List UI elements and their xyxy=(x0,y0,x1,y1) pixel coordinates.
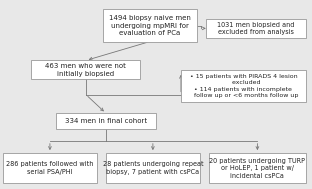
Text: 28 patients undergoing repeat
biopsy, 7 patient with csPCa: 28 patients undergoing repeat biopsy, 7 … xyxy=(103,161,203,175)
FancyBboxPatch shape xyxy=(106,153,200,183)
Text: 463 men who were not
initially biopsied: 463 men who were not initially biopsied xyxy=(45,63,126,77)
FancyBboxPatch shape xyxy=(3,153,97,183)
Text: 20 patients undergoing TURP
or HoLEP, 1 patient w/
incidental csPCa: 20 patients undergoing TURP or HoLEP, 1 … xyxy=(209,158,305,179)
Text: 286 patients followed with
serial PSA/PHI: 286 patients followed with serial PSA/PH… xyxy=(6,161,94,175)
Text: 334 men in final cohort: 334 men in final cohort xyxy=(65,118,147,124)
FancyBboxPatch shape xyxy=(103,9,197,42)
FancyBboxPatch shape xyxy=(206,19,306,38)
FancyBboxPatch shape xyxy=(181,70,306,102)
FancyBboxPatch shape xyxy=(31,60,140,79)
Text: 1031 men biopsied and
excluded from analysis: 1031 men biopsied and excluded from anal… xyxy=(217,22,295,35)
FancyBboxPatch shape xyxy=(56,113,156,129)
Text: 1494 biopsy naive men
undergoing mpMRI for
evaluation of PCa: 1494 biopsy naive men undergoing mpMRI f… xyxy=(109,15,191,36)
FancyBboxPatch shape xyxy=(209,153,306,183)
Text: • 15 patients with PIRADS 4 lesion
   excluded
• 114 patients with incomplete
  : • 15 patients with PIRADS 4 lesion exclu… xyxy=(188,74,299,98)
